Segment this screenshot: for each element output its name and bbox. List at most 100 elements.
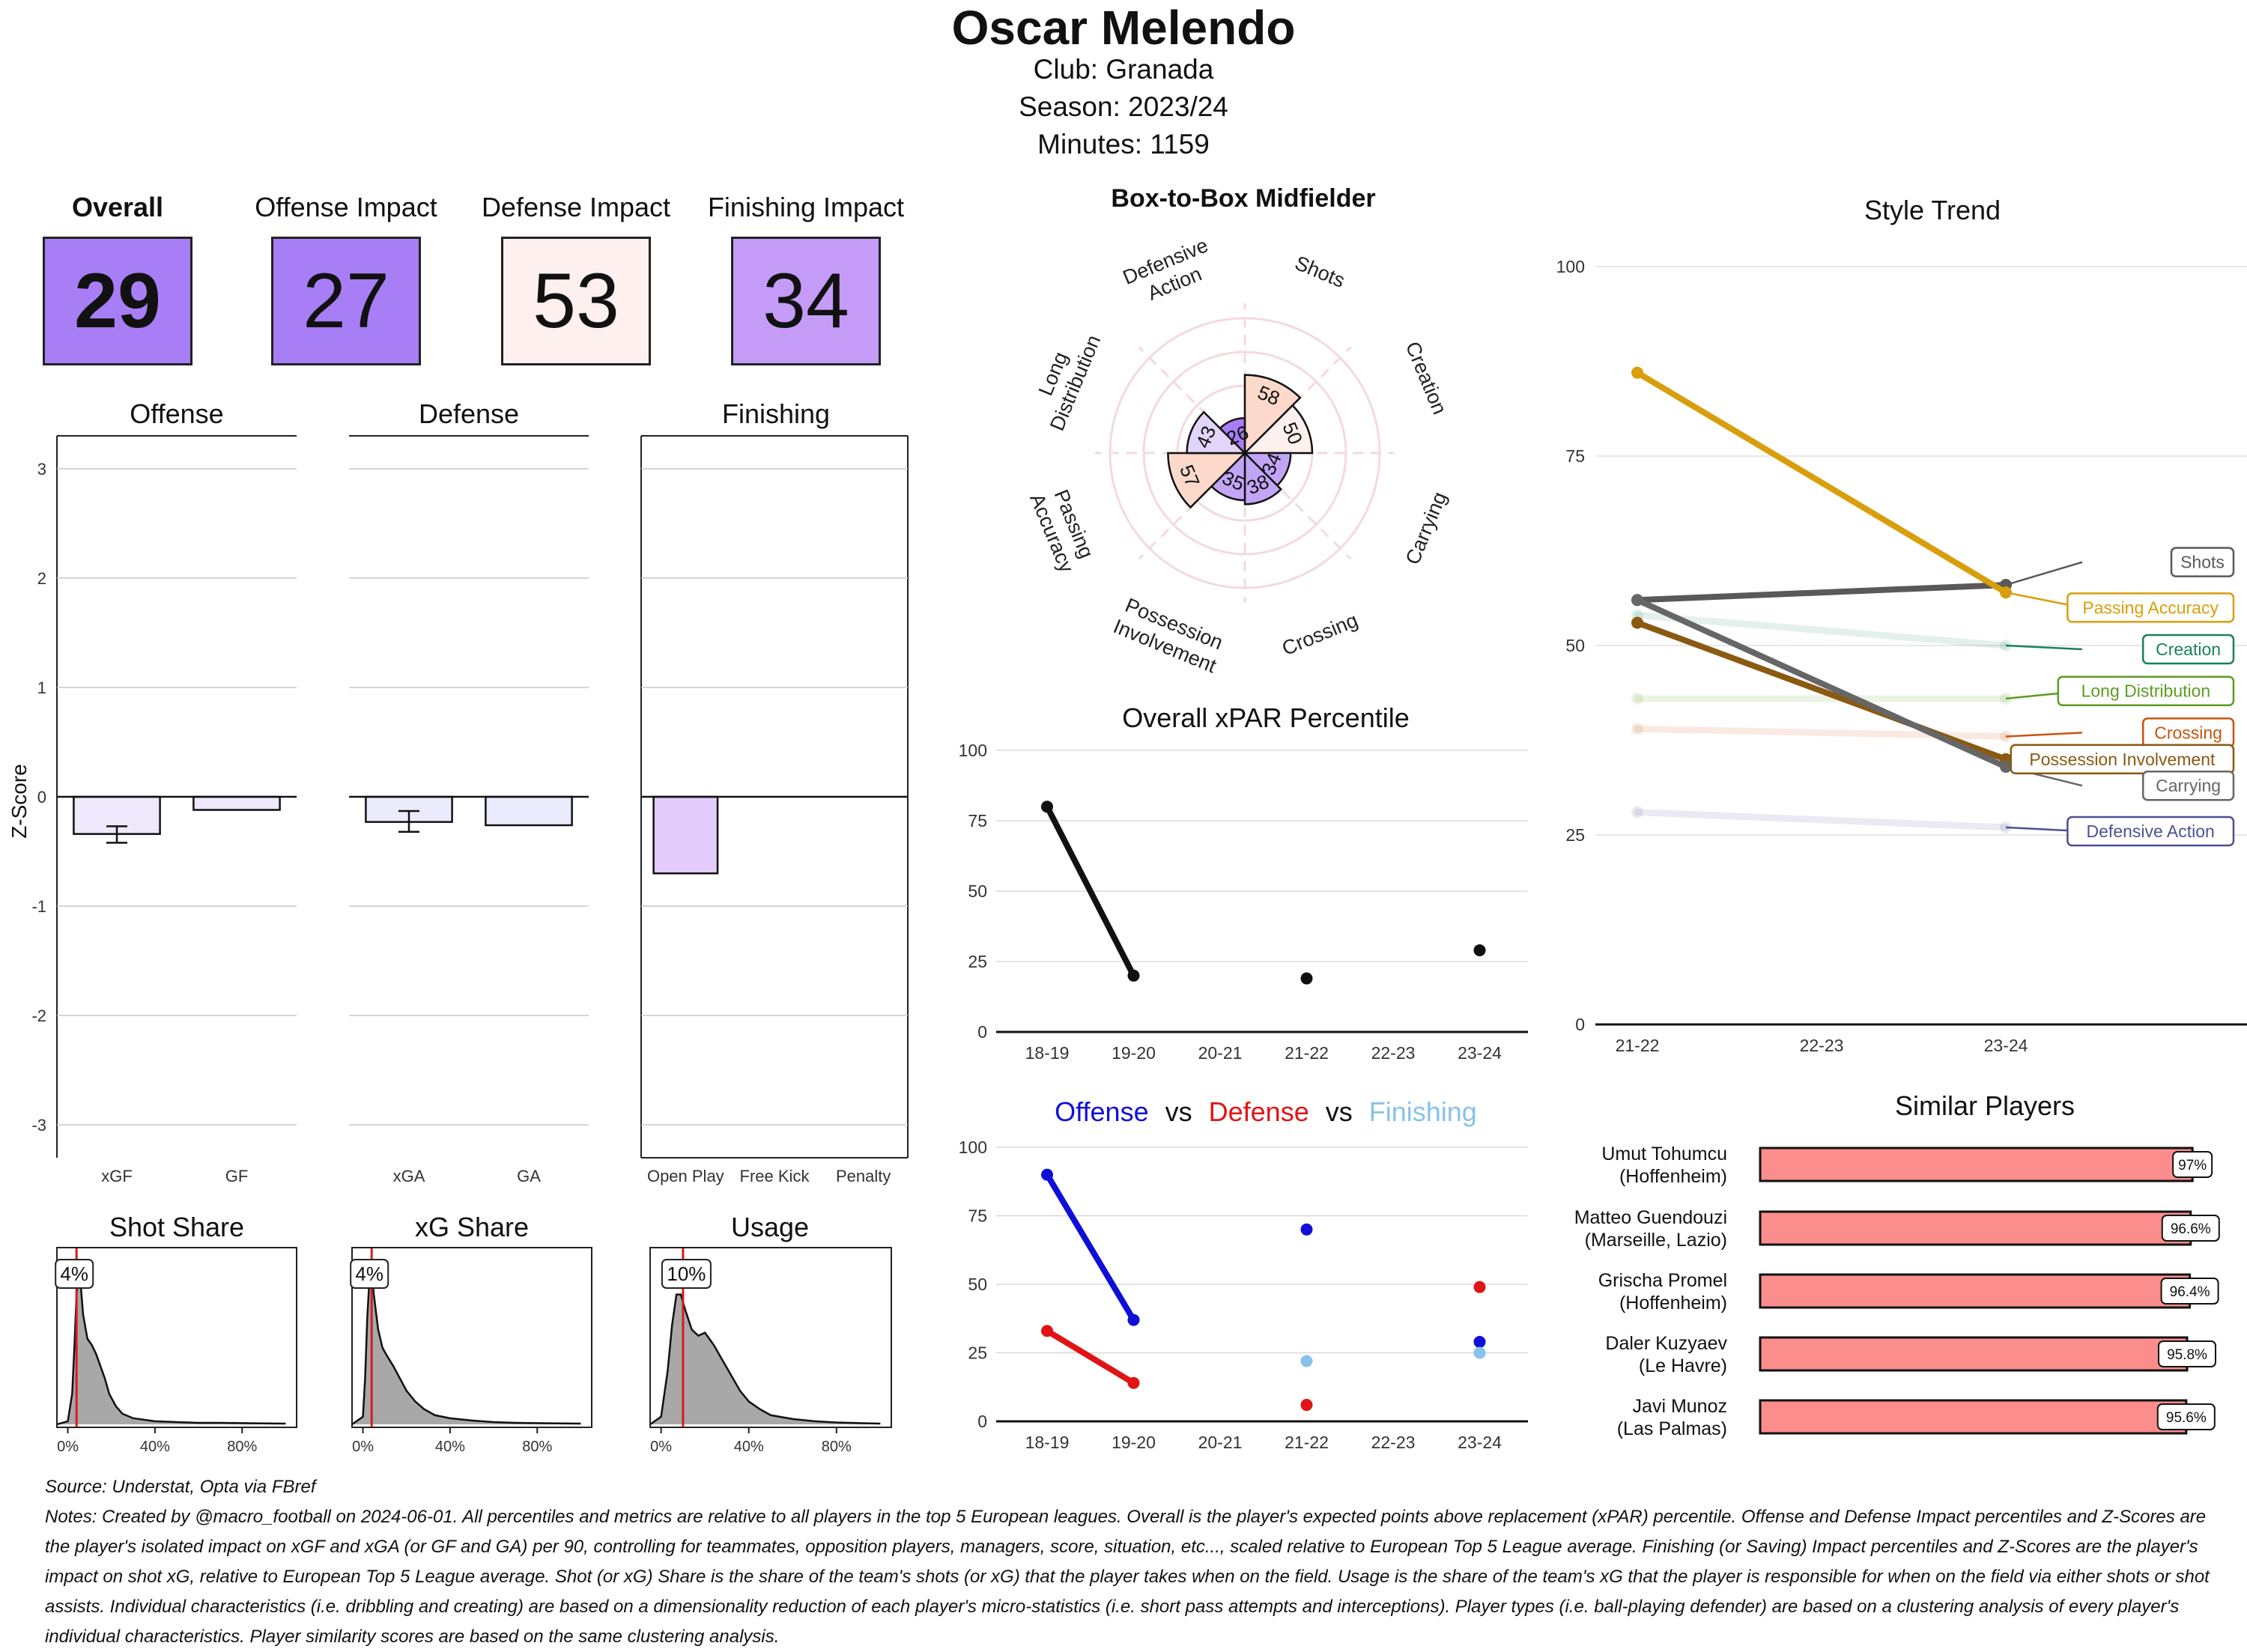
x-tick-label: 80% xyxy=(227,1439,257,1455)
share-label-box xyxy=(661,1259,712,1289)
x-tick-label-xgf: xGF xyxy=(101,1167,133,1185)
x-tick-label: 19-20 xyxy=(1112,1433,1156,1452)
style-label-defensive-action: Defensive Action xyxy=(2087,822,2215,841)
similarity-label-4: 95.8% xyxy=(2167,1347,2207,1363)
series-segment xyxy=(1044,804,1137,979)
style-trend-title: Style Trend xyxy=(1864,195,2001,225)
series-defense xyxy=(1041,1281,1486,1412)
style-line xyxy=(1634,369,2009,596)
style-label-carrying: Carrying xyxy=(2156,776,2221,795)
finishing-panel-title: Finishing xyxy=(721,398,831,429)
style-series-defensive-action xyxy=(1631,806,2083,833)
similar-player-name-5: (Las Palmas) xyxy=(1617,1418,1727,1439)
data-point-21-22 xyxy=(1300,1223,1313,1236)
similarity-bar-4 xyxy=(1759,1336,2189,1372)
style-label-box-defensive-action xyxy=(2066,816,2235,847)
radar-axis-label-shots: Shots xyxy=(1292,252,1348,292)
style-line xyxy=(1634,597,2009,770)
y-tick-label: 0 xyxy=(1575,1015,1585,1034)
density-area xyxy=(352,1272,581,1424)
similar-player-name-4: Daler Kuzyaev xyxy=(1605,1333,1727,1354)
y-tick-label: 1 xyxy=(37,678,46,697)
data-point-21-22 xyxy=(1300,972,1313,985)
style-point-start xyxy=(1631,594,1643,607)
impact-card-title-offense-impact: Offense Impact xyxy=(255,192,437,222)
y-tick-label: 0 xyxy=(977,1022,987,1042)
x-tick-label-gf: GF xyxy=(225,1167,249,1185)
impact-card-value-overall: 29 xyxy=(43,237,192,365)
style-label-box-shots xyxy=(2170,547,2235,577)
x-tick-label-ga: GA xyxy=(517,1167,541,1185)
density-panel-shot-share: 4% 0% 40% 80% xyxy=(55,1247,297,1455)
data-point-18-19 xyxy=(1041,801,1053,813)
x-tick-label: 23-24 xyxy=(1984,1036,2028,1055)
x-tick-label: 19-20 xyxy=(1112,1043,1156,1063)
x-tick-label: 22-23 xyxy=(1800,1036,1844,1055)
style-label-creation: Creation xyxy=(2156,640,2221,659)
y-tick-label: 25 xyxy=(968,952,987,971)
impact-card-title-finishing-impact: Finishing Impact xyxy=(707,192,905,222)
similarity-label-1: 97% xyxy=(2178,1158,2207,1173)
style-trend-chart: 0 25 50 75 100 21-22 22-23 23-24 Shots Passing Ac… xyxy=(1556,257,2247,1055)
data-point-23-24 xyxy=(1473,1281,1486,1293)
radar-axis-label-long-distribution: LongDistribution xyxy=(1023,323,1105,434)
x-tick-label: 0% xyxy=(352,1439,374,1455)
y-tick-label: -2 xyxy=(31,1006,46,1025)
data-point-19-20 xyxy=(1127,969,1140,982)
x-tick-label: 18-19 xyxy=(1025,1043,1070,1063)
radar-axis-label-word: Carrying xyxy=(1401,488,1452,568)
panel-border xyxy=(649,1247,892,1428)
similarity-label-3: 96.4% xyxy=(2170,1284,2210,1300)
share-label-box xyxy=(350,1259,389,1289)
style-label-long-distribution: Long Distribution xyxy=(2081,681,2211,701)
season-label: Season: 2023/24 xyxy=(1019,91,1228,122)
impact-card-value-offense-impact: 27 xyxy=(271,237,421,365)
impact-card-title-defense-impact: Defense Impact xyxy=(481,192,671,222)
x-tick-label: 20-21 xyxy=(1198,1043,1243,1063)
style-point-start xyxy=(1631,723,1643,735)
zscore-panel-offense: 3 2 1 0 -1 -2 -3 xGF GF xyxy=(31,435,297,1185)
radar-wedge-defensive-action xyxy=(1219,416,1246,456)
defense-panel-title: Defense xyxy=(418,398,520,429)
panel-border xyxy=(56,1247,297,1428)
radar-wedge-creation xyxy=(1242,404,1314,455)
bar-ga xyxy=(485,795,573,827)
overall-xpar-chart: 0 25 50 75 100 18-19 19-20 20-21 21-22 22-23 23-24 xyxy=(959,741,1528,1063)
radar-axis-label-creation: Creation xyxy=(1401,338,1452,418)
bar-gf xyxy=(192,795,281,811)
density-panel-xg-share: 4% 0% 40% 80% xyxy=(350,1247,592,1455)
style-label-box-creation xyxy=(2141,634,2235,665)
x-tick-label: 21-22 xyxy=(1285,1043,1329,1063)
radar-axis-label-word: Shots xyxy=(1292,252,1348,292)
data-point-23-24 xyxy=(1473,944,1486,956)
similarity-label-2: 96.6% xyxy=(2171,1221,2211,1237)
data-point-21-22 xyxy=(1300,1399,1313,1412)
style-line xyxy=(1634,809,2010,831)
x-tick-label: 22-23 xyxy=(1371,1043,1416,1063)
x-tick-label: 21-22 xyxy=(1285,1433,1329,1452)
y-tick-label: 75 xyxy=(968,1206,987,1226)
radar-axis-label-carrying: Carrying xyxy=(1401,488,1452,568)
density-panel-usage: 10% 0% 40% 80% xyxy=(649,1247,892,1455)
y-tick-label: 50 xyxy=(1565,636,1585,655)
data-point-23-24 xyxy=(1473,1335,1486,1348)
style-series-creation xyxy=(1631,609,2083,652)
y-tick-label: -1 xyxy=(31,897,46,916)
impact-card-title-overall: Overall xyxy=(71,192,164,222)
style-label-possession-involvement: Possession Involvement xyxy=(2029,750,2216,769)
style-label-box-long-distribution xyxy=(2057,675,2235,706)
x-tick-label-free-kick: Free Kick xyxy=(740,1167,810,1185)
share-label: 4% xyxy=(355,1263,383,1285)
ovd-title-vs1: vs xyxy=(1165,1096,1192,1127)
y-tick-label: 50 xyxy=(968,881,987,901)
share-label: 4% xyxy=(60,1263,88,1285)
radar-grid-circle xyxy=(1142,350,1347,556)
label-connector xyxy=(2005,644,2083,651)
similarity-bar-1 xyxy=(1759,1147,2194,1182)
share-label-box xyxy=(55,1259,94,1289)
similarity-label-box-3 xyxy=(2160,1278,2219,1305)
density-line xyxy=(649,1293,881,1426)
minutes-label: Minutes: 1159 xyxy=(1037,129,1210,160)
style-line xyxy=(1634,582,2009,604)
